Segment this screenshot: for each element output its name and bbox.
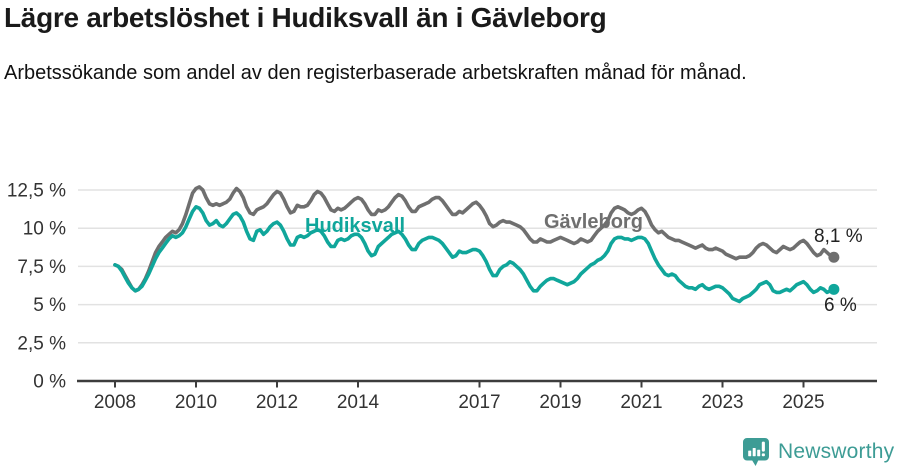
series-label-hudiksvall: Hudiksvall <box>305 215 406 237</box>
newsworthy-logo-icon <box>743 438 769 466</box>
y-tick-label: 2,5 % <box>17 333 66 354</box>
x-tick-label: 2010 <box>175 392 217 413</box>
y-tick-label: 12,5 % <box>7 181 66 202</box>
x-tick-label: 2017 <box>458 392 500 413</box>
x-tick-label: 2021 <box>620 392 662 413</box>
chart-subtitle: Arbetssökande som andel av den registerb… <box>4 62 747 84</box>
y-tick-label: 0 % <box>33 372 66 393</box>
series-line-gävleborg <box>113 185 836 293</box>
gridlines <box>78 189 877 344</box>
x-tick-label: 2019 <box>539 392 581 413</box>
end-dot-gävleborg <box>828 251 840 263</box>
brand-name: Newsworthy <box>778 440 895 463</box>
chart-title: Lägre arbetslöshet i Hudiksvall än i Gäv… <box>4 2 607 33</box>
brand-footer: Newsworthy <box>742 437 894 467</box>
x-tick-label: 2014 <box>337 392 380 413</box>
x-axis: 2008 2010 2012 2014 2017 2019 2021 2023 2025 <box>77 379 877 413</box>
end-value-label-hudiksvall: 6 % <box>824 295 857 316</box>
end-dots <box>828 251 840 295</box>
series-label-gavleborg: Gävleborg <box>544 211 643 233</box>
x-tick-label: 2008 <box>94 392 136 413</box>
y-tick-label: 10 % <box>23 219 66 240</box>
x-tick-label: 2023 <box>701 392 743 413</box>
series-lines <box>113 185 836 304</box>
end-dot-hudiksvall <box>828 283 840 295</box>
x-tick-label: 2012 <box>256 392 298 413</box>
y-axis-tick-labels: 0 % 2,5 % 5 % 7,5 % 10 % 12,5 % <box>7 181 66 393</box>
end-value-label-gavleborg: 8,1 % <box>814 226 863 247</box>
series-line-hudiksvall <box>113 205 836 304</box>
y-tick-label: 5 % <box>33 295 66 316</box>
y-tick-label: 7,5 % <box>17 257 66 278</box>
x-tick-label: 2025 <box>782 392 824 413</box>
